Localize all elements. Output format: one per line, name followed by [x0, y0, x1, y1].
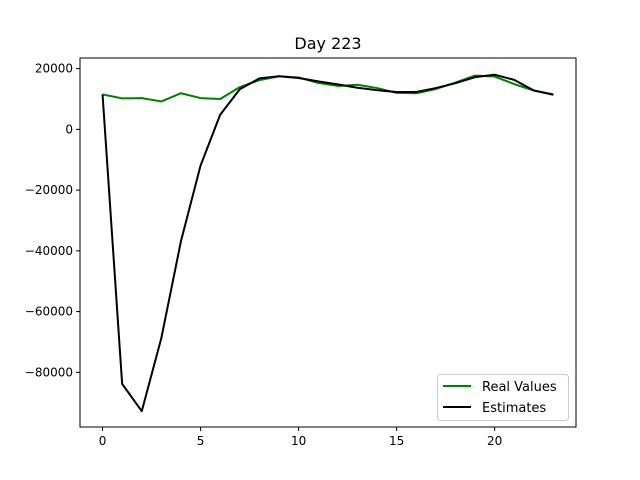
legend-label-estimates: Estimates [482, 401, 546, 416]
series-layer [101, 73, 554, 413]
series-line-estimates [101, 73, 554, 413]
y-tick-label: −60000 [25, 305, 73, 319]
legend-label-real-values: Real Values [482, 380, 557, 395]
chart-title: Day 223 [294, 34, 361, 53]
y-axis: 20000 0 −20000 −40000 −60000 −80000 [25, 62, 80, 379]
y-tick-label: −40000 [25, 244, 73, 258]
y-tick-label: −20000 [25, 183, 73, 197]
x-tick-label: 15 [389, 434, 404, 448]
x-axis: 0 5 10 15 20 [99, 427, 502, 448]
plot-area [79, 57, 577, 428]
x-tick-label: 0 [99, 434, 107, 448]
y-tick-label: 0 [65, 122, 73, 136]
y-tick-label: −80000 [25, 365, 73, 379]
legend: Real Values Estimates [437, 374, 569, 421]
y-tick-label: 20000 [35, 62, 73, 76]
x-tick-label: 20 [487, 434, 502, 448]
x-tick-label: 5 [197, 434, 205, 448]
x-tick-label: 10 [291, 434, 306, 448]
